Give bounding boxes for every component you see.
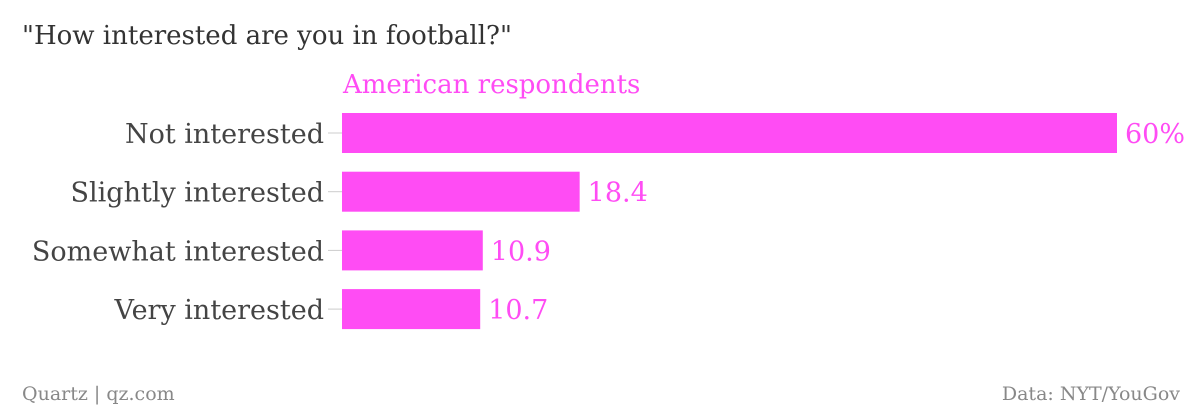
category-label: Not interested (125, 119, 324, 150)
category-label: Very interested (114, 295, 324, 326)
chart-title: "How interested are you in football?" (22, 21, 512, 51)
bar-value-label: 18.4 (588, 178, 648, 209)
bar (342, 171, 580, 212)
bar (342, 113, 1117, 153)
category-label: Somewhat interested (32, 236, 324, 267)
series-label: American respondents (342, 70, 640, 100)
bar (342, 230, 483, 271)
bar (342, 289, 481, 330)
bar-value-label: 60% (1125, 119, 1185, 150)
footer-source-left: Quartz | qz.com (22, 383, 175, 405)
bars-group: Not interested 60% Slightly interested 18.4… (32, 113, 1185, 330)
category-label: Slightly interested (71, 178, 324, 209)
bar-value-label: 10.9 (491, 236, 551, 267)
footer-source-right: Data: NYT/YouGov (1002, 383, 1180, 405)
bar-value-label: 10.7 (488, 295, 548, 326)
